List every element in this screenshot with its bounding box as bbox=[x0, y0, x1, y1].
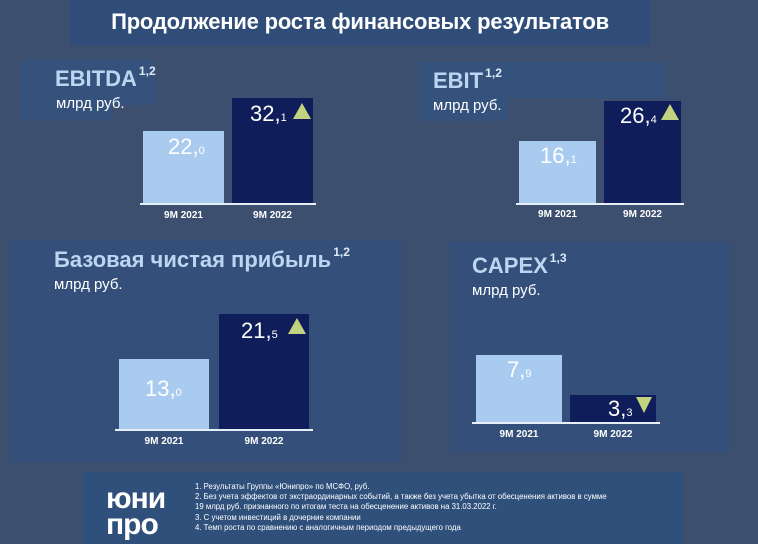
footnote: 4. Темп роста по сравнению с аналогичным… bbox=[195, 522, 461, 532]
ebitda-unit-box bbox=[20, 98, 112, 120]
ebitda-bar-2021 bbox=[143, 131, 224, 204]
ebit-bar-2021 bbox=[519, 141, 596, 204]
page-title: Продолжение роста финансовых результатов bbox=[111, 9, 609, 34]
company-logo: юни про bbox=[106, 482, 166, 541]
ebitda-xlabel-2022: 9M 2022 bbox=[253, 210, 292, 221]
capex-unit: млрд руб. bbox=[472, 282, 541, 299]
net-profit-xlabel-2022: 9M 2022 bbox=[244, 436, 284, 447]
footnotes: 1. Результаты Группы «Юнипро» по МСФО, р… bbox=[195, 482, 607, 533]
ebit-value-2021: 16,1 bbox=[540, 143, 577, 168]
footnote: 2. Без учета эффектов от экстраординарны… bbox=[195, 492, 607, 502]
title-banner: Продолжение роста финансовых результатов bbox=[70, 0, 650, 45]
ebit-xlabel-2021: 9M 2021 bbox=[538, 209, 577, 220]
trend-up-icon bbox=[288, 318, 306, 334]
net-profit-value-2022: 13,21,5 bbox=[241, 318, 278, 343]
net-profit-bar-2021 bbox=[119, 359, 209, 429]
ebitda-value-2021: 22,0 bbox=[168, 134, 205, 159]
ebitda-value-2022: 32,1 bbox=[250, 101, 287, 126]
logo-line1: юни bbox=[106, 482, 166, 515]
logo-line2: про bbox=[106, 508, 159, 541]
ebitda-baseline bbox=[140, 203, 316, 205]
ebitda-title: EBITDA 1,2 bbox=[55, 64, 156, 91]
ebit-label-box bbox=[418, 62, 666, 98]
capex-value-2022: 3,3 bbox=[608, 396, 633, 421]
capex-baseline bbox=[472, 422, 660, 424]
trend-up-icon bbox=[661, 104, 679, 120]
capex-bar-2021 bbox=[476, 355, 562, 422]
net-profit-title: Базовая чистая прибыль 1,2 bbox=[54, 245, 350, 272]
footnote: 3. С учетом инвестиций в дочерние компан… bbox=[195, 512, 361, 522]
capex-xlabel-2021: 9M 2021 bbox=[499, 429, 539, 440]
net-profit-baseline bbox=[115, 429, 313, 431]
capex-value-2021: 7,9 bbox=[507, 357, 532, 382]
ebit-unit-box bbox=[418, 95, 508, 121]
ebit-title: EBIT 1,2 bbox=[433, 66, 502, 93]
ebitda-xlabel-2021: 9M 2021 bbox=[164, 210, 203, 221]
capex-title: CAPEX 1,3 bbox=[472, 251, 567, 278]
footnote: 19 млрд руб. признанного по итогам теста… bbox=[195, 502, 497, 512]
trend-up-icon bbox=[293, 103, 311, 119]
net-profit-value-2021: 13,0 bbox=[145, 376, 182, 401]
ebit-value-2022: 26,4 bbox=[620, 103, 657, 128]
ebit-baseline bbox=[516, 203, 684, 205]
footnote: 1. Результаты Группы «Юнипро» по МСФО, р… bbox=[195, 482, 370, 491]
ebitda-label-box bbox=[20, 60, 155, 105]
ebit-unit: млрд руб. bbox=[433, 97, 502, 114]
capex-xlabel-2022: 9M 2022 bbox=[593, 429, 633, 440]
net-profit-unit: млрд руб. bbox=[54, 276, 123, 293]
ebitda-unit: млрд руб. bbox=[56, 95, 125, 112]
trend-down-icon bbox=[636, 397, 652, 413]
ebit-xlabel-2022: 9M 2022 bbox=[623, 209, 662, 220]
footer-panel bbox=[82, 472, 682, 544]
net-profit-xlabel-2021: 9M 2021 bbox=[144, 436, 184, 447]
